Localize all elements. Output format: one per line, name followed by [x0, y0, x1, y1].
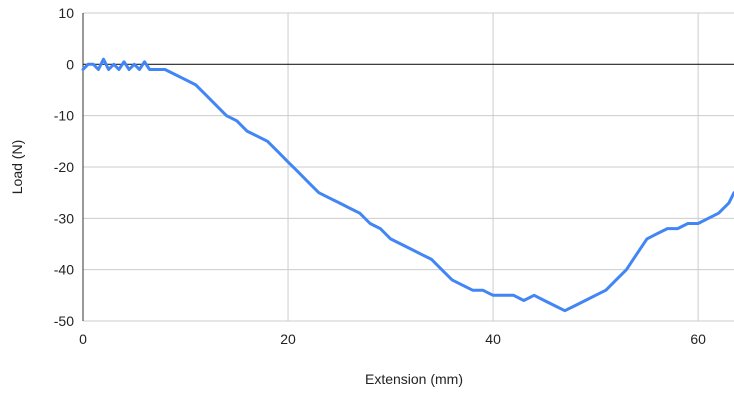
series-line — [81, 57, 734, 313]
y-tick-label: 0 — [66, 56, 74, 72]
x-tick-label: 60 — [690, 331, 706, 347]
x-tick-label: 40 — [485, 331, 501, 347]
series-layer — [81, 57, 734, 313]
x-axis-label: Extension (mm) — [365, 371, 463, 387]
tick-labels: 0 20 40 60 10 0 -10 -20 -30 -40 -50 — [54, 5, 706, 347]
y-tick-label: 10 — [58, 5, 74, 21]
grid-lines — [82, 12, 734, 322]
y-tick-label: -50 — [54, 313, 74, 329]
y-axis-label: Load (N) — [9, 140, 25, 194]
y-tick-label: -40 — [54, 262, 74, 278]
x-tick-label: 0 — [79, 331, 87, 347]
x-tick-label: 20 — [280, 331, 296, 347]
y-tick-label: -30 — [54, 210, 74, 226]
y-tick-label: -10 — [54, 108, 74, 124]
y-tick-label: -20 — [54, 159, 74, 175]
